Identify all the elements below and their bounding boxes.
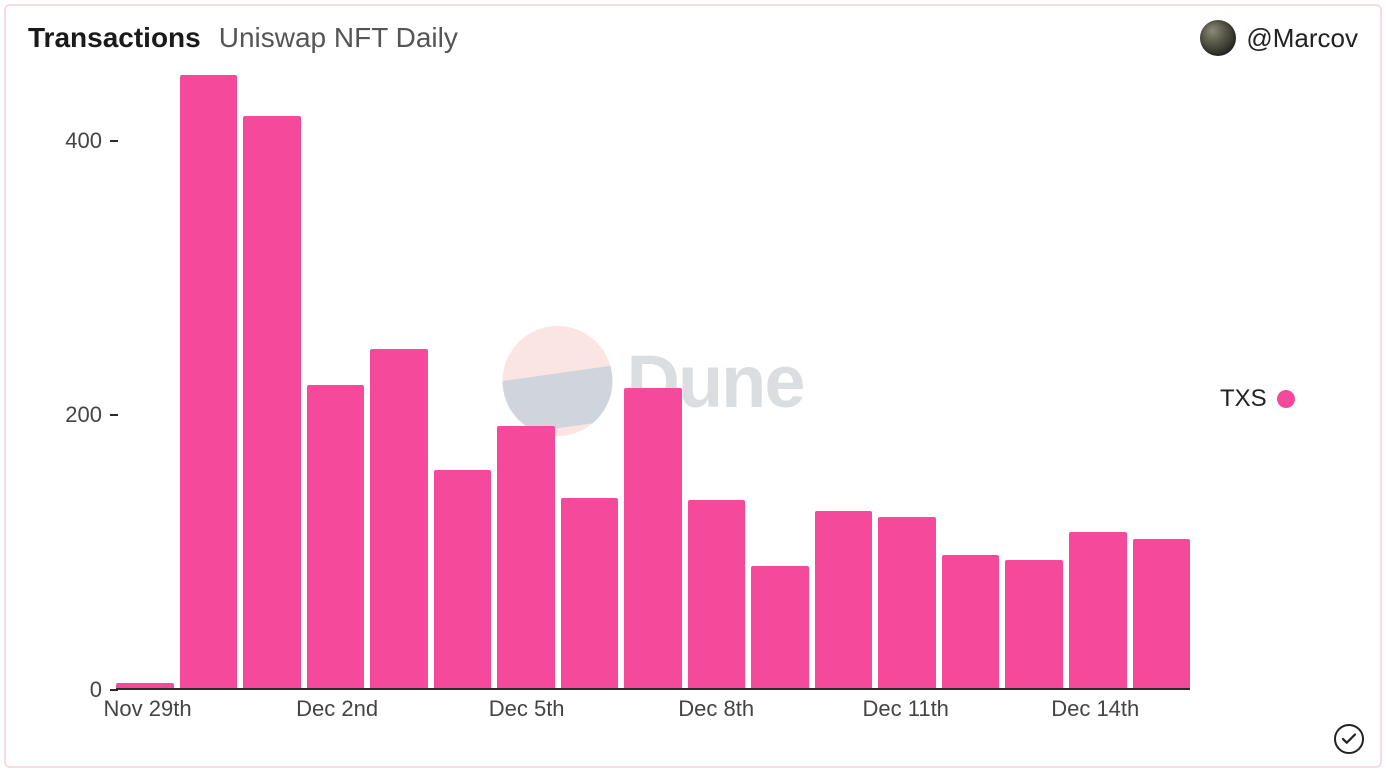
x-tick-label: Nov 29th	[104, 696, 192, 722]
chart-title: Transactions	[28, 22, 201, 54]
bar[interactable]	[1069, 532, 1127, 690]
bar[interactable]	[815, 511, 873, 690]
bar[interactable]	[624, 388, 682, 690]
legend-label: TXS	[1220, 385, 1267, 413]
legend: TXS	[1200, 72, 1360, 726]
bar[interactable]	[1005, 560, 1063, 690]
bar[interactable]	[370, 349, 428, 690]
chart-card: Transactions Uniswap NFT Daily @Marcov D…	[4, 4, 1382, 768]
chart-subtitle: Uniswap NFT Daily	[219, 22, 458, 54]
card-header: Transactions Uniswap NFT Daily @Marcov	[6, 6, 1380, 62]
y-tick-label: 200	[65, 402, 116, 428]
bar[interactable]	[434, 470, 492, 690]
bar[interactable]	[878, 517, 936, 690]
bar[interactable]	[561, 498, 619, 690]
x-tick-label: Dec 5th	[489, 696, 565, 722]
bar[interactable]	[688, 500, 746, 690]
x-tick-label: Dec 2nd	[296, 696, 378, 722]
bar[interactable]	[1133, 539, 1191, 690]
x-tick-label: Dec 11th	[862, 696, 948, 722]
legend-marker-icon	[1277, 390, 1295, 408]
verified-check-icon	[1334, 724, 1364, 754]
bar[interactable]	[307, 385, 365, 690]
author-block[interactable]: @Marcov	[1200, 20, 1358, 56]
chart-area: Dune 0200400 Nov 29th Dec 2nd Dec 5th Dec 8…	[26, 72, 1200, 726]
bar[interactable]	[751, 566, 809, 690]
header-left: Transactions Uniswap NFT Daily	[28, 22, 458, 54]
x-axis-labels: Nov 29thDec 2ndDec 5thDec 8thDec 11thDec…	[116, 690, 1190, 726]
bar[interactable]	[497, 426, 555, 690]
bar[interactable]	[243, 116, 301, 690]
card-body: Dune 0200400 Nov 29th Dec 2nd Dec 5th Dec 8…	[6, 62, 1380, 766]
x-tick-label: Dec 14th	[1051, 696, 1139, 722]
bar[interactable]	[180, 75, 238, 690]
bar[interactable]	[942, 555, 1000, 690]
bar-series	[116, 72, 1190, 690]
author-avatar[interactable]	[1200, 20, 1236, 56]
plot-region: Dune 0200400	[116, 72, 1190, 690]
x-tick-label: Dec 8th	[678, 696, 754, 722]
author-handle[interactable]: @Marcov	[1246, 23, 1358, 54]
y-tick-label: 400	[65, 128, 116, 154]
